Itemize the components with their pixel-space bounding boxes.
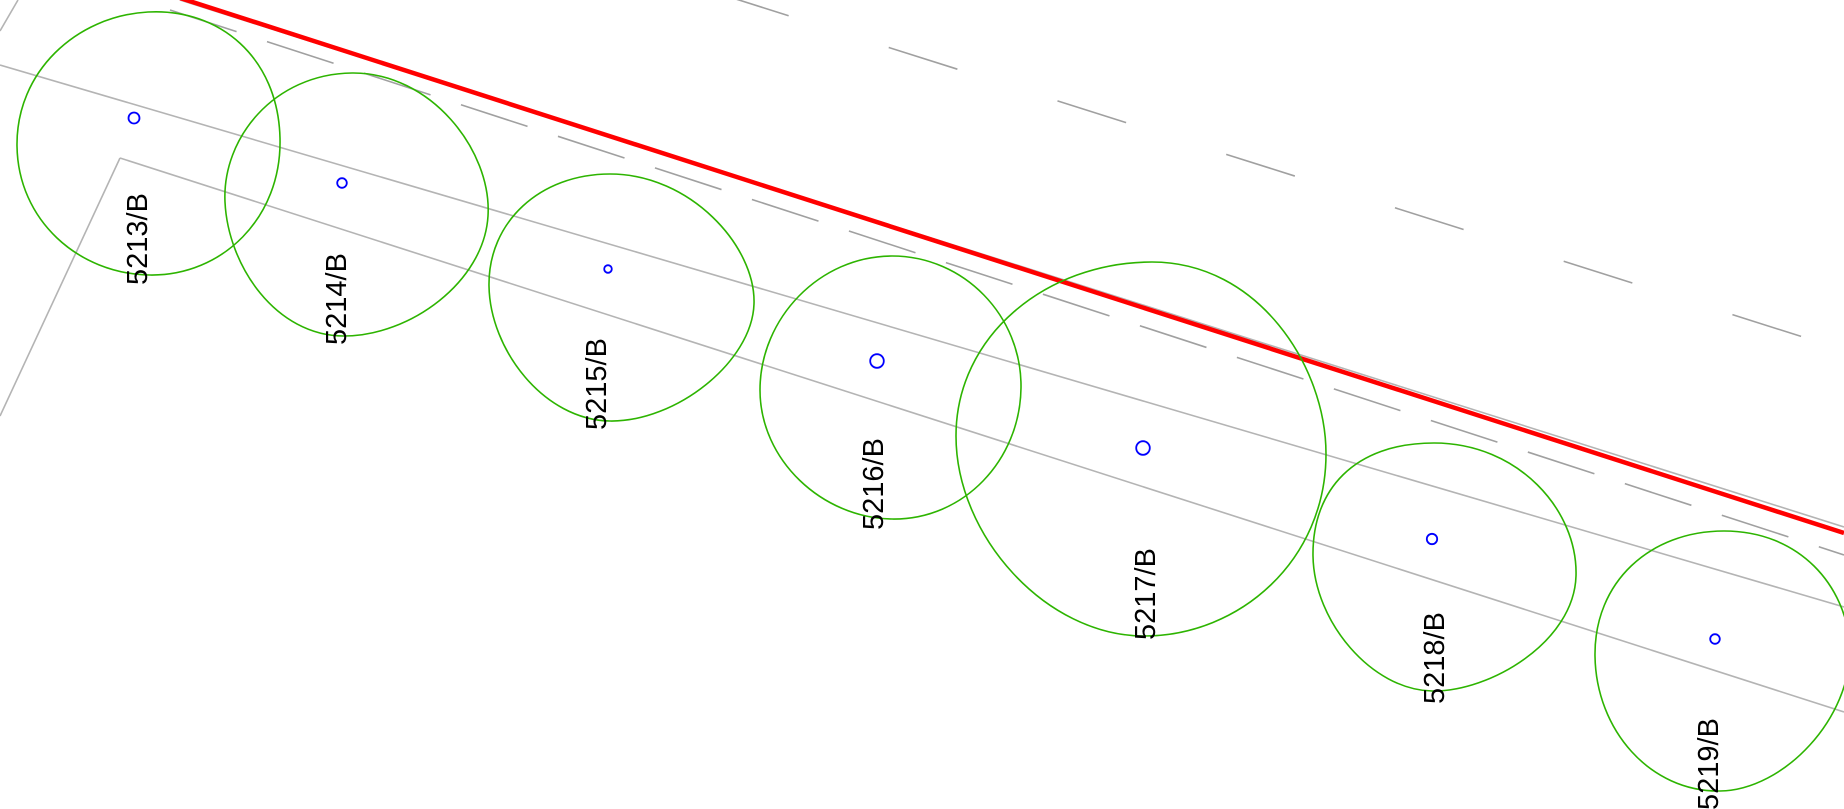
kerb-line-edge — [0, 0, 19, 32]
kerb-line-corner — [0, 157, 121, 417]
tree-5216[interactable]: 5216/B — [759, 255, 1022, 530]
tree-canopy — [759, 255, 1022, 520]
tree-5215[interactable]: 5215/B — [488, 173, 755, 430]
tree-label: 5217/B — [1130, 548, 1162, 640]
tree-5214[interactable]: 5214/B — [224, 72, 489, 345]
tree-5213[interactable]: 5213/B — [16, 11, 281, 285]
tree-canopy — [16, 11, 281, 276]
tree-label: 5216/B — [858, 438, 890, 530]
tree-5219[interactable]: 5219/B — [1594, 530, 1844, 809]
tree-canopy — [1312, 442, 1577, 692]
dashed-line-far — [736, 0, 1844, 351]
kerb-line-upper — [0, 64, 1844, 608]
trunk-marker-icon — [1425, 532, 1439, 546]
trunk-marker-icon — [869, 353, 885, 369]
trunk-marker-icon — [127, 111, 141, 125]
tree-label: 5213/B — [122, 193, 154, 285]
tree-label: 5218/B — [1419, 612, 1451, 704]
trunk-marker-icon — [336, 177, 348, 189]
trunk-marker-icon — [1135, 440, 1151, 456]
dashed-lines — [169, 0, 1844, 556]
kerb-line-lower — [119, 157, 1844, 713]
dashed-line-near — [169, 9, 1844, 556]
tree-5217[interactable]: 5217/B — [955, 261, 1327, 640]
tree-label: 5215/B — [581, 338, 613, 430]
tree-label: 5219/B — [1693, 718, 1725, 809]
trunk-marker-icon — [603, 264, 613, 274]
tree-canopy — [955, 261, 1327, 637]
trunk-marker-icon — [1709, 633, 1721, 645]
tree-canopy — [1594, 530, 1844, 792]
tree-label: 5214/B — [321, 253, 353, 345]
tree-canopy — [488, 173, 755, 422]
boundary-line — [179, 0, 1844, 536]
tree-canopy — [224, 72, 489, 337]
tree-5218[interactable]: 5218/B — [1312, 442, 1577, 704]
